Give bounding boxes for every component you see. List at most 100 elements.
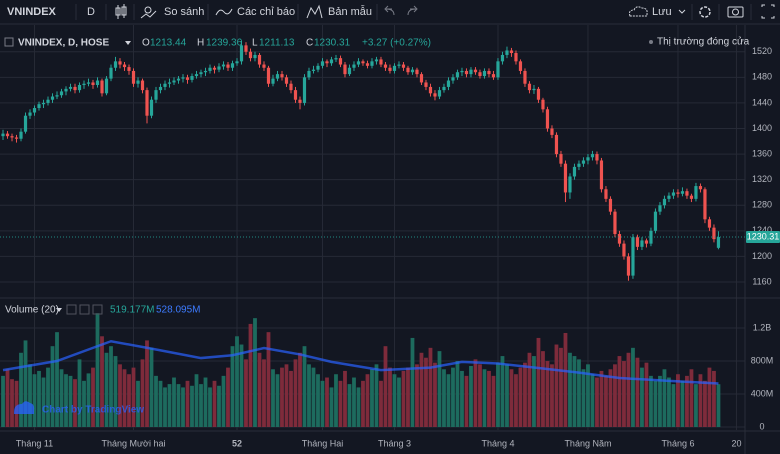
volume-bar bbox=[64, 374, 68, 427]
candle-body bbox=[293, 90, 298, 100]
high-label: H bbox=[197, 38, 204, 49]
volume-bar bbox=[509, 369, 514, 427]
redo-icon[interactable] bbox=[407, 5, 418, 16]
candle-body bbox=[59, 91, 64, 96]
candle-body bbox=[478, 72, 482, 77]
x-tick-label: Tháng Hai bbox=[302, 438, 344, 448]
legend-menu-arrow[interactable] bbox=[125, 41, 131, 45]
templates-icon[interactable] bbox=[306, 4, 323, 19]
volume-bar bbox=[428, 347, 433, 427]
templates-button[interactable]: Bản mẫu bbox=[328, 5, 372, 18]
interval[interactable]: D bbox=[87, 6, 95, 18]
candle-body bbox=[329, 59, 334, 64]
volume-bar bbox=[671, 384, 676, 427]
open-value: 1213.44 bbox=[150, 38, 187, 49]
volume-bar bbox=[707, 367, 712, 427]
candle-body bbox=[491, 74, 496, 78]
x-tick-label: 20 bbox=[731, 438, 741, 448]
candle-body bbox=[689, 195, 694, 199]
volume-bar bbox=[118, 364, 122, 427]
settings-icon[interactable] bbox=[699, 6, 711, 18]
candle-body bbox=[617, 234, 622, 244]
candle-body bbox=[311, 69, 316, 71]
candle-body bbox=[154, 90, 158, 100]
volume-bar bbox=[10, 379, 14, 427]
candle-body bbox=[698, 186, 703, 190]
candle-body bbox=[568, 176, 572, 193]
volume-icon[interactable] bbox=[66, 304, 77, 315]
candle-body bbox=[554, 134, 559, 155]
compare-button[interactable]: So sánh bbox=[164, 6, 204, 18]
candle-body bbox=[176, 78, 181, 81]
candle-body bbox=[649, 230, 653, 244]
save-menu-arrow[interactable] bbox=[678, 9, 686, 14]
watermark-text: Chart by TradingView bbox=[42, 405, 144, 416]
snapshot-icon[interactable] bbox=[727, 6, 744, 18]
volume-bar bbox=[680, 380, 685, 427]
candle-body bbox=[86, 82, 91, 84]
candle-body bbox=[640, 240, 644, 247]
candle-body bbox=[550, 128, 554, 135]
volume-icon[interactable] bbox=[92, 304, 103, 315]
volume-bar bbox=[662, 369, 667, 427]
volume-bar bbox=[361, 380, 365, 427]
candle-body bbox=[221, 64, 226, 67]
candle-body bbox=[352, 64, 356, 68]
volume-bar bbox=[523, 362, 527, 427]
indicators-button[interactable]: Các chỉ báo bbox=[237, 6, 295, 18]
candle-body bbox=[113, 61, 118, 68]
save-button[interactable]: Lưu bbox=[652, 6, 672, 18]
candle-body bbox=[271, 78, 275, 84]
candle-body bbox=[631, 237, 635, 276]
symbol[interactable]: VNINDEX bbox=[7, 6, 57, 18]
volume-bar bbox=[388, 367, 392, 427]
volume-bar bbox=[496, 362, 500, 427]
candle-body bbox=[671, 192, 676, 196]
volume-bar bbox=[685, 375, 689, 427]
candle-body bbox=[10, 136, 14, 138]
cloud-icon[interactable] bbox=[629, 6, 648, 17]
fullscreen-icon[interactable] bbox=[761, 4, 775, 19]
volume-bar bbox=[635, 357, 640, 427]
undo-icon[interactable] bbox=[384, 5, 395, 16]
volume-bar bbox=[320, 380, 325, 427]
market-status: Thị trường đóng cửa bbox=[657, 36, 750, 48]
candle-body bbox=[248, 51, 253, 59]
candle-body bbox=[190, 76, 194, 80]
candle-body bbox=[316, 65, 320, 70]
compare-icon[interactable] bbox=[140, 6, 157, 19]
y-tick-label: 1480 bbox=[752, 72, 772, 82]
candle-body bbox=[298, 99, 302, 103]
candle-body bbox=[595, 154, 599, 161]
volume-bar bbox=[235, 336, 239, 427]
volume-bar bbox=[541, 351, 545, 427]
volume-bar bbox=[667, 377, 671, 427]
volume-bar bbox=[478, 364, 482, 427]
candle-body bbox=[518, 61, 523, 71]
volume-tick-label: 0 bbox=[759, 421, 764, 431]
volume-bar bbox=[712, 370, 716, 427]
volume-bar bbox=[532, 356, 536, 427]
candle-body bbox=[68, 86, 73, 89]
candle-body bbox=[415, 69, 419, 75]
candle-body bbox=[577, 163, 581, 167]
collapse-icon[interactable] bbox=[4, 37, 14, 47]
candle-body bbox=[163, 83, 167, 87]
volume-bar bbox=[113, 356, 118, 427]
volume-bar bbox=[77, 359, 82, 427]
candle-body bbox=[262, 64, 266, 68]
chart-type-icon[interactable] bbox=[115, 4, 127, 19]
y-tick-label: 1520 bbox=[752, 46, 772, 56]
candle-body bbox=[599, 160, 604, 190]
volume-menu-arrow[interactable] bbox=[56, 308, 62, 312]
candle-body bbox=[644, 240, 649, 244]
candle-body bbox=[653, 211, 658, 231]
indicators-icon[interactable] bbox=[215, 8, 233, 16]
candle-body bbox=[46, 99, 50, 103]
volume-bar bbox=[190, 385, 194, 427]
volume-bar bbox=[392, 374, 397, 427]
volume-bar bbox=[302, 346, 307, 427]
volume-bar bbox=[266, 332, 271, 427]
volume-bar bbox=[104, 352, 109, 427]
volume-icon[interactable] bbox=[79, 304, 90, 315]
